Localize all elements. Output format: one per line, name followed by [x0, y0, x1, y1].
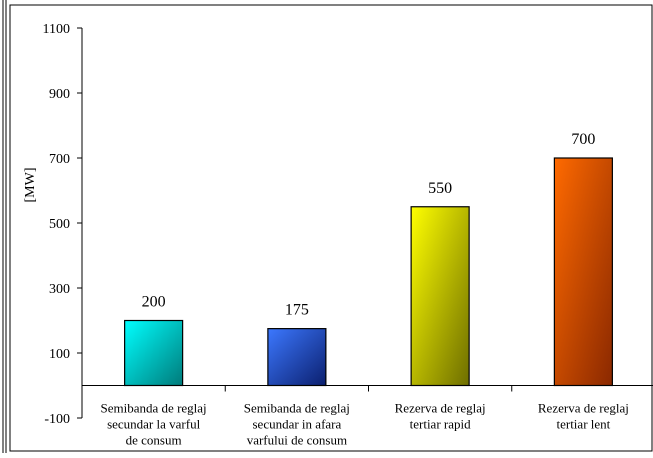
- data-label-1: 175: [285, 302, 309, 319]
- category-label-1: Semibanda de reglaj secundar in afara varf…: [244, 401, 350, 448]
- data-label-3: 700: [571, 131, 595, 148]
- y-tick-label-6: 1100: [43, 22, 70, 37]
- category-label-3: Rezerva de reglaj tertiar lent: [538, 401, 629, 432]
- y-tick-label-4: 700: [49, 152, 70, 167]
- y-tick-label-1: 100: [49, 347, 70, 362]
- data-label-2: 550: [428, 180, 452, 197]
- y-tick-label-3: 500: [49, 217, 70, 232]
- y-tick-label-0: -100: [44, 412, 70, 427]
- category-label-0: Semibanda de reglaj secundar la varful de …: [101, 401, 207, 448]
- chart-marks: -100 100 300 500 700 900 1100 200 Semibanda de r…: [43, 22, 653, 448]
- data-label-0: 200: [142, 294, 166, 311]
- bar-0: [124, 319, 184, 387]
- y-tick-label-5: 900: [49, 87, 70, 102]
- bar-2: [410, 206, 470, 387]
- y-axis-title: [MW]: [23, 168, 38, 203]
- plot-border: [9, 4, 653, 452]
- bar-3: [553, 157, 613, 387]
- y-tick-label-2: 300: [49, 282, 70, 297]
- bar-1: [267, 328, 327, 387]
- category-label-2: Rezerva de reglaj tertiar rapid: [395, 401, 486, 432]
